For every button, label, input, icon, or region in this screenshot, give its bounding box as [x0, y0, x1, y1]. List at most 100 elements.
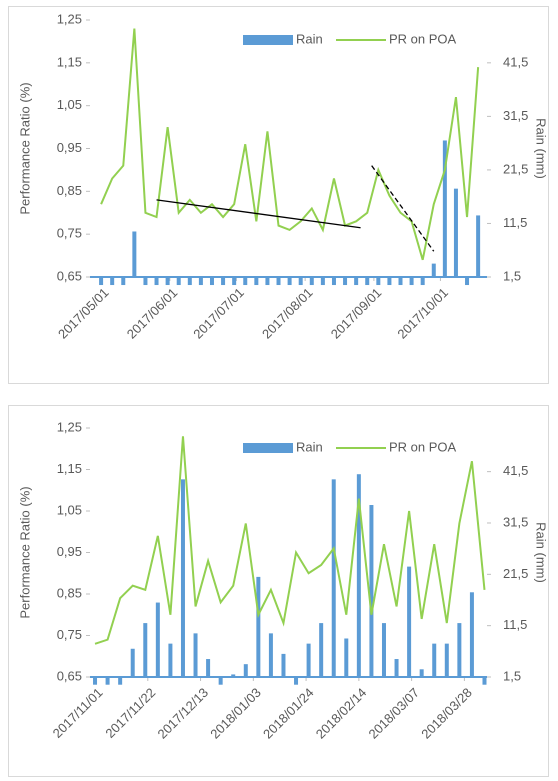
rain-bar [206, 659, 211, 677]
chart-frame [8, 6, 549, 384]
rain-bar [281, 653, 286, 677]
y-tick-label: 0,85 [57, 585, 82, 600]
rain-bar [254, 277, 259, 286]
rain-bar [482, 677, 487, 685]
y-axis-label: Performance Ratio (%) [17, 82, 32, 214]
rain-bar [243, 664, 248, 677]
rain-bar [369, 505, 374, 677]
y2-axis-label: Rain (mm) [534, 522, 549, 583]
y2-tick-label: 11,5 [503, 617, 527, 632]
y2-tick-label: 21,5 [503, 566, 528, 581]
rain-bar [444, 643, 449, 677]
rain-bar [343, 277, 348, 286]
legend-label: PR on POA [389, 439, 457, 454]
rain-bar [218, 677, 223, 685]
rain-bar [457, 623, 462, 677]
rain-bar [409, 277, 414, 286]
y-tick-label: 1,25 [57, 11, 82, 26]
y-axis-label: Performance Ratio (%) [17, 486, 32, 618]
y-tick-label: 0,85 [57, 183, 82, 198]
rain-bar [256, 576, 261, 677]
rain-bar [265, 277, 270, 286]
rain-bar [93, 677, 98, 685]
rain-bar [180, 479, 185, 677]
y2-tick-label: 11,5 [503, 215, 527, 230]
y-tick-label: 0,95 [57, 544, 82, 559]
rain-bar [298, 277, 303, 286]
y2-tick-label: 1,5 [503, 668, 521, 683]
rain-bar [231, 674, 236, 677]
rain-bar [121, 277, 126, 286]
rain-bar [143, 623, 148, 677]
rain-bar [276, 277, 281, 286]
rain-bar [420, 277, 425, 286]
rain-bar [232, 277, 237, 286]
rain-bar [110, 277, 115, 286]
y2-axis-label: Rain (mm) [534, 118, 549, 179]
rain-bar [105, 677, 110, 685]
rain-bar [376, 277, 381, 286]
rain-bar [381, 623, 386, 677]
y-tick-label: 1,15 [57, 461, 82, 476]
rain-bar [319, 623, 324, 677]
legend-swatch [243, 443, 293, 453]
rain-bar [344, 638, 349, 677]
trend-line [371, 165, 435, 252]
rain-bar [243, 277, 248, 286]
pr-line [100, 28, 480, 261]
rain-bar [331, 277, 336, 286]
rain-bar [176, 277, 181, 286]
rain-bar [132, 231, 137, 277]
y-tick-label: 1,05 [57, 97, 82, 112]
y2-tick-label: 21,5 [503, 161, 528, 176]
rain-bar [198, 277, 203, 286]
rain-bar [309, 277, 314, 286]
trend-line [156, 199, 361, 229]
y-tick-label: 0,65 [57, 268, 82, 283]
legend-label: PR on POA [389, 31, 457, 46]
y2-tick-label: 1,5 [503, 268, 521, 283]
y2-tick-label: 31,5 [503, 514, 528, 529]
rain-bar [387, 277, 392, 286]
rain-bar [331, 479, 336, 677]
rain-bar [154, 277, 159, 286]
rain-bar [394, 659, 399, 677]
rain-bar [432, 643, 437, 677]
rain-bar [130, 648, 135, 677]
rain-bar [99, 277, 104, 286]
rain-bar [306, 643, 311, 677]
y-tick-label: 1,05 [57, 502, 82, 517]
y-tick-label: 0,95 [57, 140, 82, 155]
rain-bar [268, 633, 273, 677]
rain-bar [354, 277, 359, 286]
rain-bar [453, 188, 458, 277]
rain-bar [465, 277, 470, 286]
y-tick-label: 1,15 [57, 54, 82, 69]
rain-bar [365, 277, 370, 286]
pr-line [94, 436, 486, 645]
y-tick-label: 0,75 [57, 627, 82, 642]
rain-bar [407, 566, 412, 677]
y2-tick-label: 41,5 [503, 54, 528, 69]
rain-bar [476, 215, 481, 277]
rain-bar [431, 263, 436, 277]
rain-bar [165, 277, 170, 286]
y-tick-label: 0,65 [57, 668, 82, 683]
chart-frame [8, 405, 549, 777]
rain-bar [221, 277, 226, 286]
rain-bar [287, 277, 292, 286]
rain-bar [469, 592, 474, 677]
rain-bar [294, 677, 299, 685]
rain-bar [187, 277, 192, 286]
rain-bar [193, 633, 198, 677]
legend-label: Rain [296, 31, 323, 46]
rain-bar [209, 277, 214, 286]
y-tick-label: 0,75 [57, 226, 82, 241]
y2-tick-label: 41,5 [503, 463, 528, 478]
y2-tick-label: 31,5 [503, 108, 528, 123]
legend-swatch [243, 35, 293, 45]
rain-bar [419, 669, 424, 677]
legend-label: Rain [296, 439, 323, 454]
rain-bar [143, 277, 148, 286]
rain-bar [398, 277, 403, 286]
